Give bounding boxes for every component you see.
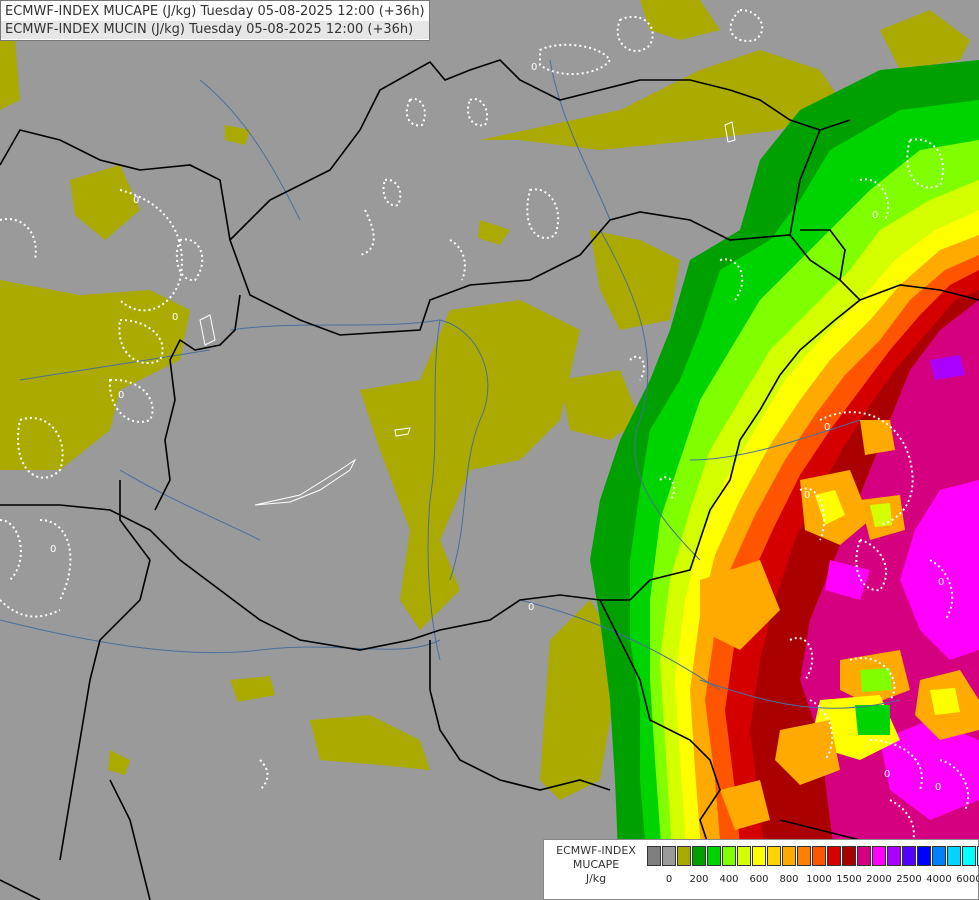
- contour-label: 0: [528, 602, 534, 613]
- legend-tick-label: 200: [689, 874, 709, 885]
- legend-swatch: [977, 846, 979, 866]
- legend-tick-labels: 0 200 400 600 800 1000 1500 2000 2500 4000 6000: [647, 874, 979, 890]
- contour-label: 0: [50, 544, 56, 555]
- legend-swatch: [812, 846, 826, 866]
- legend-swatch: [647, 846, 661, 866]
- contour-label: 0: [804, 490, 810, 501]
- legend-swatch: [947, 846, 961, 866]
- legend-title: ECMWF-INDEX MUCAPE J/kg: [546, 844, 646, 886]
- legend-swatch: [887, 846, 901, 866]
- legend-tick-label: 400: [719, 874, 739, 885]
- legend-tick-label: 1500: [836, 874, 862, 885]
- contour-label: 0: [935, 782, 941, 793]
- legend-tick-label: 2500: [896, 874, 922, 885]
- legend-tick-label: 0: [665, 874, 673, 885]
- contour-label: 0: [938, 577, 944, 588]
- mucape-title: ECMWF-INDEX MUCAPE (J/kg) Tuesday 05-08-…: [5, 4, 425, 19]
- mucin-title: ECMWF-INDEX MUCIN (J/kg) Tuesday 05-08-2…: [1, 21, 429, 39]
- legend-swatch: [662, 846, 676, 866]
- contour-label: 0: [824, 422, 830, 433]
- mucin-contour-labels: 0 0 0 0 0 0 0 0 0 0 0 0: [50, 62, 944, 793]
- legend-swatch: [737, 846, 751, 866]
- contour-label: 0: [133, 195, 139, 206]
- legend-title-param: MUCAPE: [572, 858, 620, 871]
- legend-tick-label: 1000: [806, 874, 832, 885]
- legend-tick-label: 4000: [926, 874, 952, 885]
- contour-label: 0: [172, 312, 178, 323]
- lakes: [199, 121, 736, 506]
- cape-pockets: [700, 420, 979, 830]
- legend-swatch: [692, 846, 706, 866]
- legend-swatch: [767, 846, 781, 866]
- legend-title-unit: J/kg: [585, 872, 607, 885]
- color-legend: ECMWF-INDEX MUCAPE J/kg 0 200 400 600 800 100…: [543, 839, 979, 900]
- legend-tick-label: 800: [779, 874, 799, 885]
- legend-title-model: ECMWF-INDEX: [556, 844, 636, 857]
- legend-swatch: [932, 846, 946, 866]
- legend-swatch: [842, 846, 856, 866]
- legend-swatch: [857, 846, 871, 866]
- legend-color-ramp: [647, 846, 979, 866]
- contour-label: 0: [872, 210, 878, 221]
- contour-label: 0: [884, 769, 890, 780]
- map-title-box: ECMWF-INDEX MUCAPE (J/kg) Tuesday 05-08-…: [0, 0, 430, 41]
- legend-swatch: [797, 846, 811, 866]
- legend-swatch: [782, 846, 796, 866]
- legend-swatch: [902, 846, 916, 866]
- legend-swatch: [962, 846, 976, 866]
- legend-tick-label: 6000: [956, 874, 979, 885]
- legend-tick-label: 600: [749, 874, 769, 885]
- legend-swatch: [917, 846, 931, 866]
- rivers: [0, 59, 901, 709]
- legend-swatch: [722, 846, 736, 866]
- contour-label: 0: [118, 390, 124, 401]
- legend-swatch: [707, 846, 721, 866]
- legend-swatch: [752, 846, 766, 866]
- low-cape-areas: [0, 0, 970, 800]
- legend-tick-label: 2000: [866, 874, 892, 885]
- legend-swatch: [827, 846, 841, 866]
- legend-swatch: [872, 846, 886, 866]
- contour-label: 0: [531, 62, 537, 73]
- mucin-contours: [0, 8, 970, 851]
- legend-swatch: [677, 846, 691, 866]
